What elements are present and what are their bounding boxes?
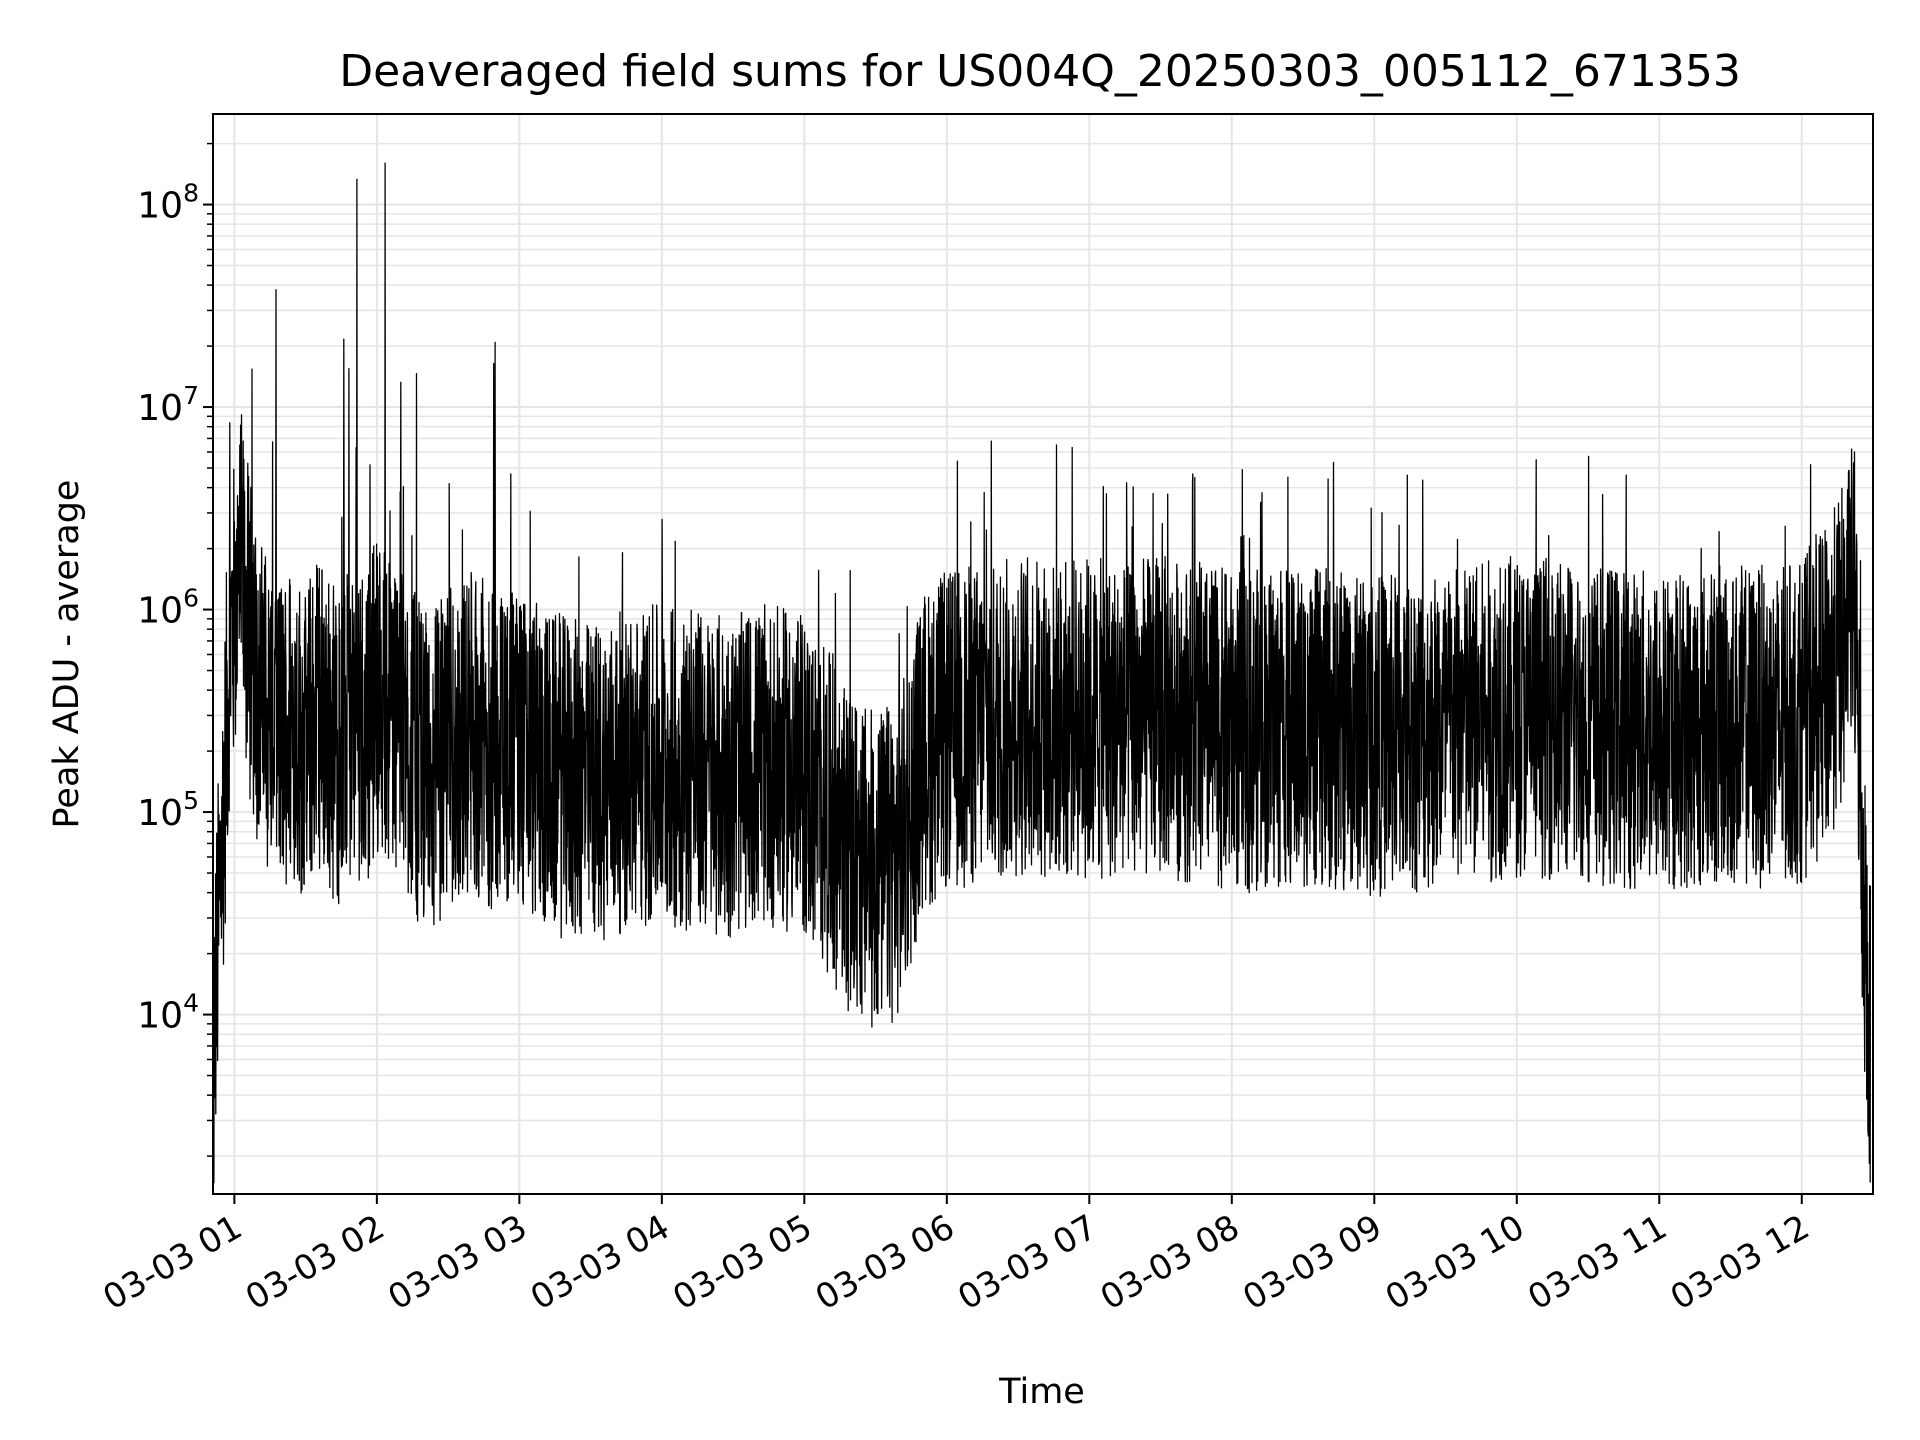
y-tick-label-base: 10 (137, 996, 183, 1037)
y-axis-label: Peak ADU - average (47, 480, 87, 829)
series-line-0 (212, 162, 1872, 1184)
x-axis-label: Time (998, 1372, 1085, 1412)
y-tick-label: 104 (137, 989, 199, 1037)
y-tick-label: 105 (137, 786, 199, 834)
y-tick-label-exp: 5 (183, 786, 199, 815)
y-tick-label-base: 10 (137, 186, 183, 227)
y-tick-label: 107 (137, 381, 199, 429)
y-tick-label-exp: 8 (183, 179, 199, 208)
y-tick-label-exp: 4 (183, 989, 199, 1018)
series-group (212, 162, 1872, 1184)
y-tick-label: 106 (137, 584, 199, 632)
y-tick-label-exp: 6 (183, 584, 199, 613)
y-tick-label-base: 10 (137, 793, 183, 834)
y-tick-label-exp: 7 (183, 381, 199, 410)
y-tick-label: 108 (137, 179, 199, 227)
chart-title: Deaveraged field sums for US004Q_2025030… (339, 46, 1741, 97)
y-tick-label-base: 10 (137, 388, 183, 429)
y-tick-label-base: 10 (137, 591, 183, 632)
